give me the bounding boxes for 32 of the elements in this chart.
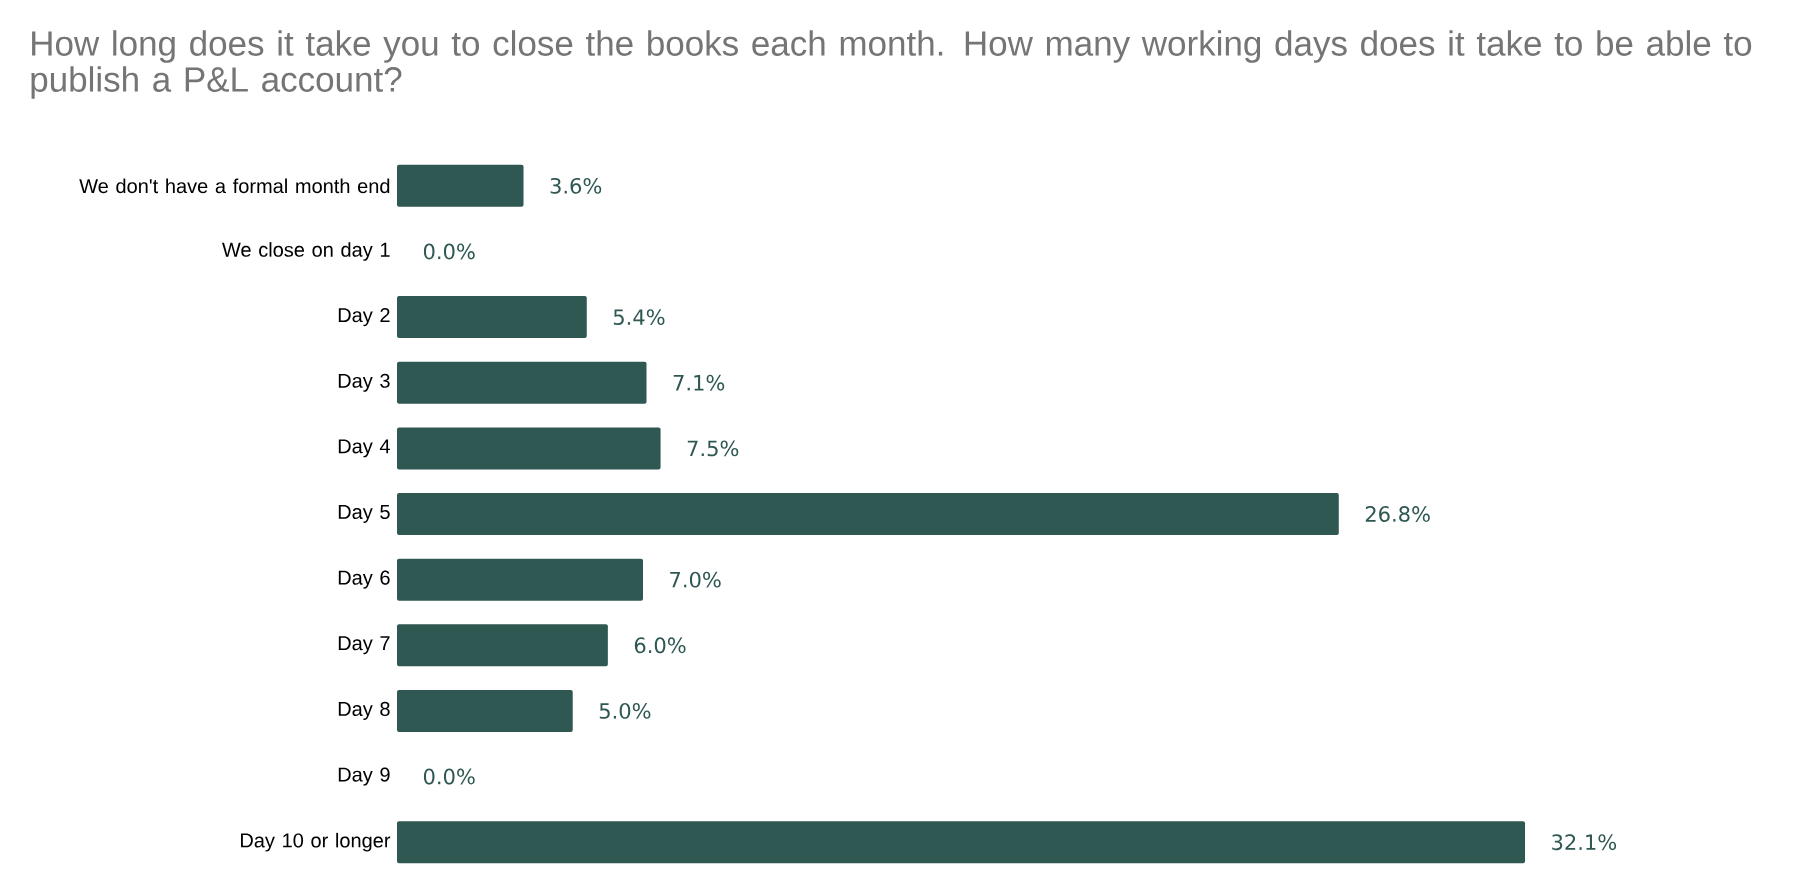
y-tick-label: Day 9 — [338, 767, 390, 786]
data-label: 7.5% — [687, 440, 739, 457]
bar — [397, 624, 608, 667]
y-tick-label: Day 5 — [338, 505, 390, 523]
bar — [397, 493, 1339, 536]
data-label: 3.6% — [550, 177, 602, 194]
y-tick-label: We don't have a formal month end — [79, 178, 390, 194]
y-tick-label: Day 6 — [338, 570, 390, 589]
data-label: 7.1% — [673, 374, 725, 391]
y-tick-label: Day 2 — [338, 308, 390, 327]
data-label: 0.0% — [423, 768, 475, 785]
y-tick-label: Day 7 — [338, 636, 390, 655]
chart-title: How long does it take you to close the books each month. How many working days does it take to be able to publish a P&L account? — [31, 30, 1752, 99]
bar — [397, 821, 1526, 864]
data-label: 5.4% — [613, 309, 665, 326]
y-tick-label: Day 8 — [338, 701, 390, 720]
y-tick-label: Day 10 or longer — [241, 832, 391, 852]
bar — [397, 427, 661, 470]
data-label: 0.0% — [423, 243, 475, 260]
bar — [397, 296, 587, 339]
bar — [397, 689, 573, 732]
bar — [397, 558, 643, 601]
y-tick-label: Day 3 — [338, 373, 390, 392]
data-label: 5.0% — [599, 702, 651, 719]
y-tick-label: We close on day 1 — [222, 242, 390, 261]
data-label: 32.1% — [1552, 834, 1617, 851]
bar — [397, 361, 647, 404]
data-label: 7.0% — [670, 571, 721, 588]
data-label: 26.8% — [1365, 506, 1430, 522]
y-tick-label: Day 4 — [338, 439, 390, 458]
bar — [397, 164, 524, 207]
data-label: 6.0% — [634, 637, 686, 654]
